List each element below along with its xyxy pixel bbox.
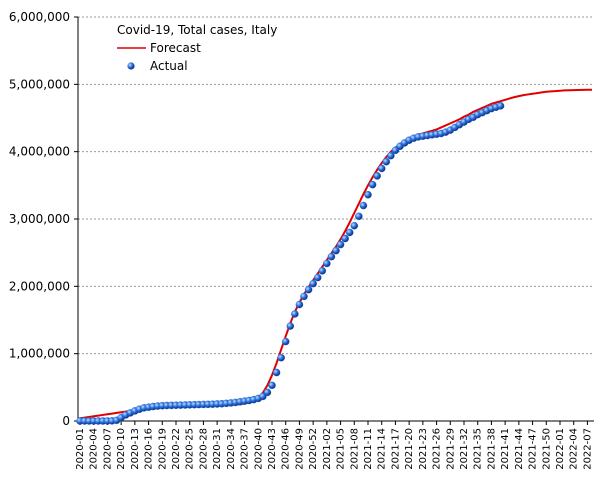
legend-label: Forecast: [150, 41, 201, 55]
legend-label: Actual: [150, 59, 188, 73]
x-tick-label: 2021-32: [459, 428, 470, 470]
actual-point: [496, 102, 505, 110]
actual-point: [382, 158, 391, 166]
x-tick-label: 2022-01: [555, 428, 566, 470]
actual-point: [286, 322, 295, 330]
x-tick-label: 2021-08: [349, 428, 360, 470]
x-tick-label: 2020-40: [253, 428, 264, 470]
legend-swatch: [127, 62, 135, 70]
actual-point: [318, 267, 327, 275]
x-tick-label: 2020-10: [116, 428, 127, 470]
x-tick-label: 2020-43: [267, 428, 278, 470]
actual-point: [277, 353, 285, 362]
y-tick-label: 0: [62, 414, 70, 428]
chart-title: Covid-19, Total cases, Italy: [117, 23, 277, 37]
x-tick-label: 2021-47: [528, 428, 539, 470]
x-tick-label: 2020-31: [212, 428, 223, 470]
x-tick-label: 2021-29: [445, 428, 456, 470]
x-tick-label: 2021-26: [432, 428, 443, 470]
x-tick-label: 2022-07: [582, 428, 593, 470]
actual-point: [281, 337, 290, 346]
actual-point: [341, 234, 349, 243]
x-tick-label: 2020-22: [171, 428, 182, 470]
actual-point: [355, 212, 363, 221]
x-tick-label: 2021-11: [363, 428, 374, 470]
x-tick-label: 2020-19: [157, 428, 168, 470]
x-tick-label: 2020-34: [226, 428, 237, 470]
x-tick-label: 2021-50: [541, 428, 552, 470]
actual-point: [323, 259, 331, 268]
x-tick-label: 2020-37: [240, 428, 251, 470]
actual-point: [291, 310, 299, 318]
actual-point: [387, 151, 395, 160]
x-tick-label: 2020-28: [198, 428, 209, 470]
x-tick-label: 2021-14: [377, 428, 388, 470]
x-tick-label: 2020-04: [89, 428, 100, 470]
actual-point: [373, 172, 381, 180]
actual-point: [350, 221, 359, 230]
actual-point: [313, 273, 322, 282]
actual-point: [377, 164, 386, 173]
x-tick-label: 2020-49: [294, 428, 305, 470]
y-tick-label: 1,000,000: [9, 347, 70, 361]
actual-point: [304, 285, 313, 294]
actual-point: [327, 252, 336, 261]
y-tick-label: 2,000,000: [9, 279, 70, 293]
actual-point: [359, 201, 368, 210]
x-tick-label: 2021-44: [514, 428, 525, 470]
x-tick-label: 2021-38: [486, 428, 497, 470]
x-tick-label: 2020-01: [75, 428, 86, 470]
x-tick-label: 2020-13: [130, 428, 141, 470]
actual-point: [336, 240, 345, 249]
x-tick-label: 2021-20: [404, 428, 415, 470]
x-tick-label: 2021-02: [322, 428, 333, 470]
actual-point: [295, 300, 304, 309]
actual-point: [272, 368, 281, 377]
x-tick-label: 2022-04: [569, 428, 580, 470]
actual-point: [368, 180, 377, 189]
x-tick-label: 2020-25: [185, 428, 196, 470]
x-tick-label: 2020-07: [102, 428, 113, 470]
x-tick-label: 2021-05: [336, 428, 347, 470]
actual-point: [268, 381, 276, 390]
actual-point: [309, 279, 317, 288]
x-tick-label: 2020-52: [308, 428, 319, 470]
x-tick-label: 2021-41: [500, 428, 511, 470]
x-tick-label: 2021-17: [390, 428, 401, 470]
actual-point: [300, 292, 308, 301]
actual-point: [332, 246, 340, 255]
y-tick-label: 3,000,000: [9, 212, 70, 226]
actual-point: [345, 228, 354, 237]
x-tick-label: 2020-16: [144, 428, 155, 470]
actual-point: [364, 191, 372, 199]
actual-point: [263, 388, 272, 397]
x-tick-label: 2021-23: [418, 428, 429, 470]
y-tick-label: 6,000,000: [9, 10, 70, 24]
x-tick-label: 2021-35: [473, 428, 484, 470]
y-tick-label: 5,000,000: [9, 77, 70, 91]
x-tick-label: 2020-46: [281, 428, 292, 470]
y-tick-label: 4,000,000: [9, 145, 70, 159]
